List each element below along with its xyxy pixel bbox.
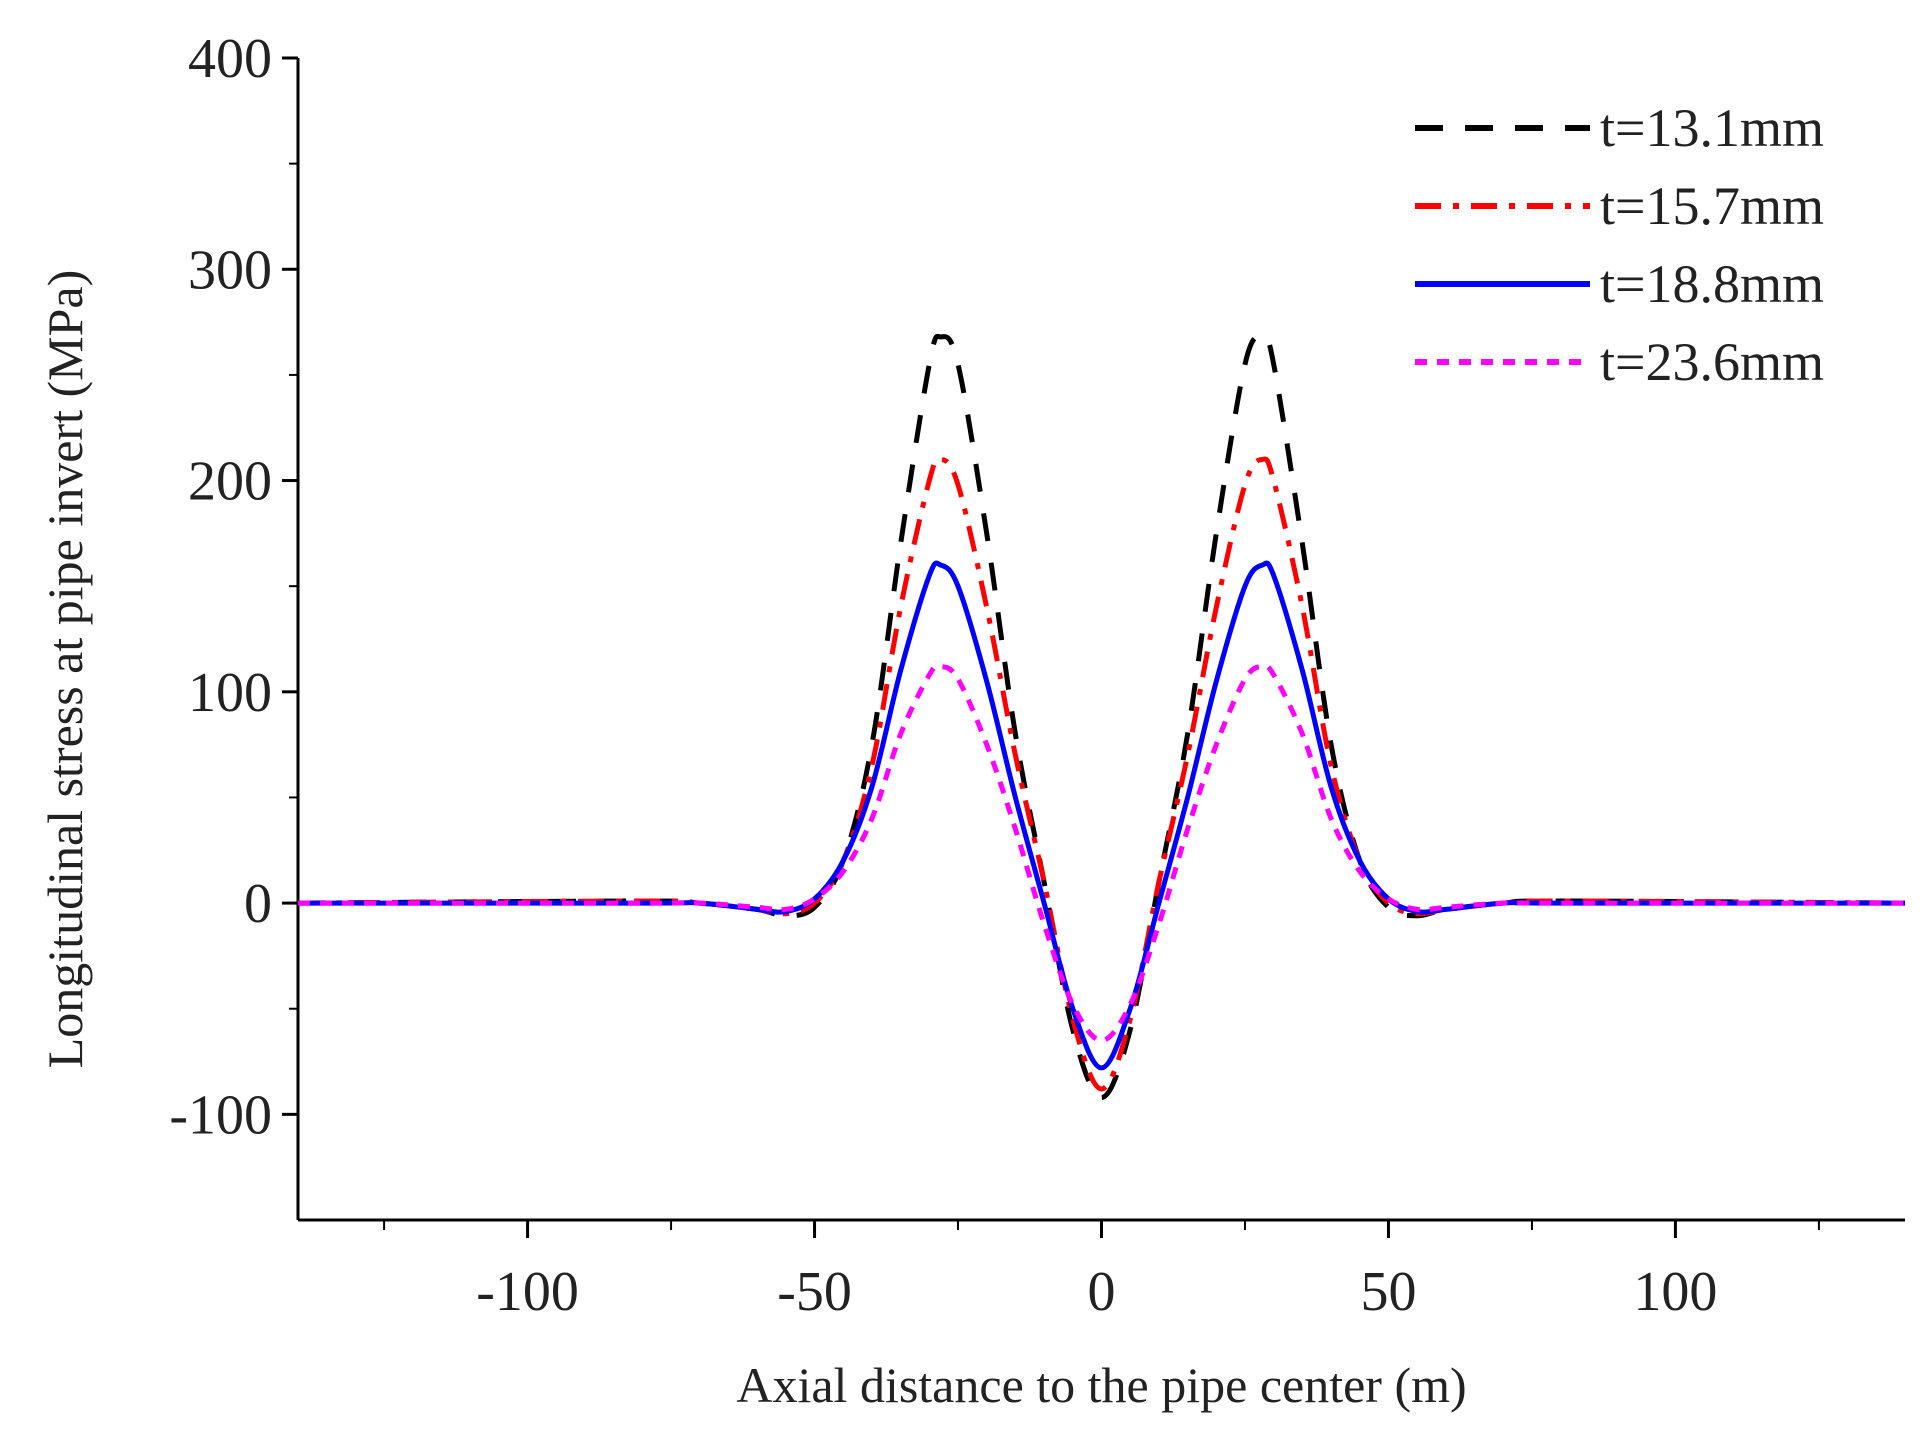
series-line-t=23.6mm — [298, 663, 1905, 1043]
y-tick-label: 300 — [188, 239, 272, 301]
series-line-t=15.7mm — [297, 456, 1906, 1092]
x-tick-label: 0 — [1088, 1261, 1116, 1323]
legend-label: t=15.7mm — [1600, 176, 1824, 236]
series-layer — [297, 333, 1906, 1100]
x-tick-label: 100 — [1633, 1261, 1717, 1323]
ticks: -100 -50 0 50 100 -100 0 100 200 300 400 — [169, 28, 1820, 1323]
y-tick-label: 0 — [244, 873, 272, 935]
y-tick-label: -100 — [169, 1084, 272, 1146]
x-tick-label: -50 — [777, 1261, 852, 1323]
y-tick-label: 100 — [188, 662, 272, 724]
x-tick-label: -100 — [476, 1261, 579, 1323]
x-axis-title: Axial distance to the pipe center (m) — [736, 1357, 1466, 1413]
y-axis-title: Longitudinal stress at pipe invert (MPa) — [37, 270, 93, 1068]
legend-label: t=13.1mm — [1600, 98, 1824, 158]
legend: t=13.1mm t=15.7mm t=18.8mm t=23.6mm — [1415, 98, 1824, 392]
legend-label: t=23.6mm — [1600, 332, 1824, 392]
x-tick-label: 50 — [1360, 1261, 1416, 1323]
series-line-t=18.8mm — [298, 560, 1905, 1071]
legend-label: t=18.8mm — [1600, 254, 1824, 314]
series-line-t=13.1mm — [297, 333, 1906, 1100]
y-tick-label: 400 — [188, 28, 272, 90]
y-tick-label: 200 — [188, 451, 272, 513]
